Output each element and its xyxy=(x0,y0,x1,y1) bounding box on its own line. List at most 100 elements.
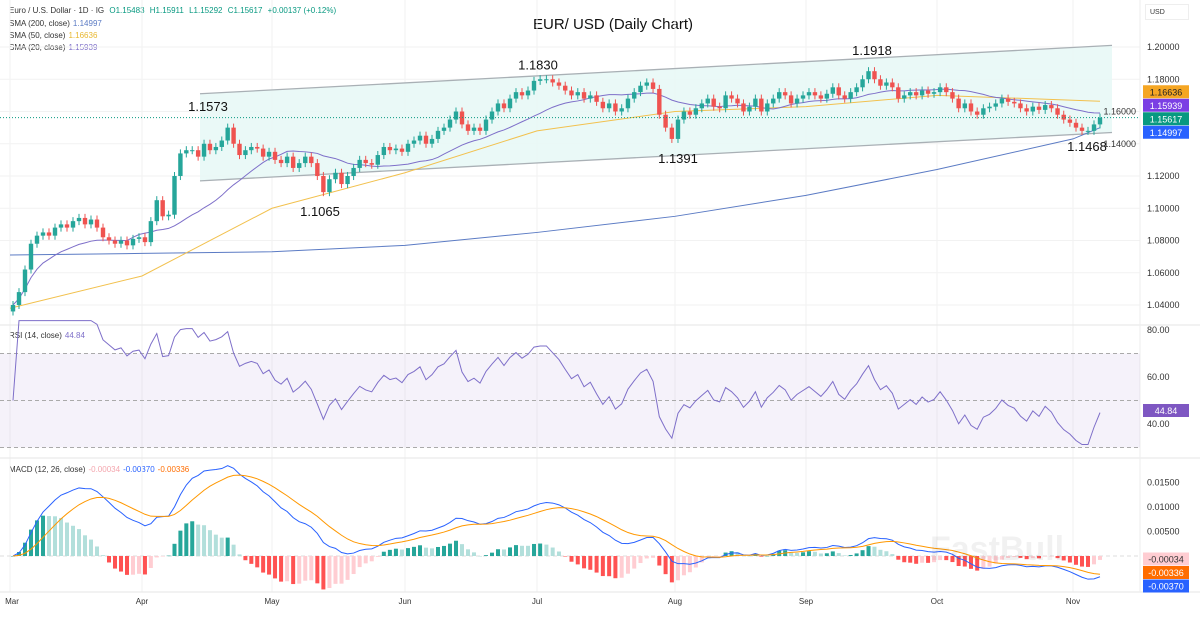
candle-up xyxy=(70,221,76,228)
macd-histogram-bar xyxy=(544,544,549,556)
candle-up xyxy=(417,135,423,141)
rsi-tick-label: 80.00 xyxy=(1147,325,1170,335)
macd-histogram-bar xyxy=(369,556,374,562)
macd-histogram-bar xyxy=(824,553,829,556)
candle-up xyxy=(632,92,637,99)
macd-legend[interactable]: MACD (12, 26, close) -0.00034 -0.00370 -0.0… xyxy=(9,465,192,474)
candle-down xyxy=(818,95,824,99)
candle-down xyxy=(944,87,949,93)
rsi-tick-label: 60.00 xyxy=(1147,372,1170,382)
price-annotation: 1.1468 xyxy=(1067,139,1107,154)
sma200-value: 1.14997 xyxy=(72,19,102,28)
candle-up xyxy=(381,146,387,156)
macd-histogram-bar xyxy=(1092,556,1096,565)
price-tick-label: 1.12000 xyxy=(1147,171,1180,181)
macd-histogram-bar xyxy=(202,525,207,556)
candle-down xyxy=(896,87,901,99)
candle-down xyxy=(741,103,746,112)
sma20-price-badge xyxy=(1143,98,1189,112)
candle-down xyxy=(556,82,562,86)
candle-up xyxy=(190,150,195,152)
candle-down xyxy=(890,82,895,88)
candle-up xyxy=(1085,130,1091,132)
macd-histogram-bar xyxy=(759,556,764,557)
macd-histogram-bar xyxy=(884,551,889,556)
candle-up xyxy=(375,155,380,165)
candle-up xyxy=(166,214,171,217)
candle-up xyxy=(981,108,986,115)
candle-up xyxy=(544,79,549,81)
candle-down xyxy=(1055,108,1060,115)
candle-up xyxy=(435,130,441,139)
macd-histogram-bar xyxy=(902,556,907,563)
candle-up xyxy=(723,95,728,109)
rsi-legend[interactable]: RSI (14, close) 44.84 xyxy=(9,331,88,340)
candle-down xyxy=(925,90,931,94)
candle-down xyxy=(1005,98,1011,102)
candle-up xyxy=(52,227,58,236)
macd-histogram-bar xyxy=(490,552,494,556)
macd-histogram-bar xyxy=(575,556,580,565)
macd-histogram-bar xyxy=(303,556,308,581)
candle-up xyxy=(619,108,624,112)
candle-down xyxy=(717,106,722,109)
candle-up xyxy=(303,156,308,164)
time-tick-label: Sep xyxy=(799,597,814,606)
macd-histogram-bar xyxy=(327,556,332,589)
macd-histogram-bar xyxy=(1018,556,1023,558)
macd-histogram-bar xyxy=(321,556,326,590)
macd-histogram-bar xyxy=(333,556,338,584)
macd-histogram-bar xyxy=(297,556,302,584)
sma50-price-badge-text: 1.16636 xyxy=(1150,87,1183,97)
macd-histogram-bar xyxy=(669,556,674,583)
macd-histogram-bar xyxy=(142,556,147,575)
candle-down xyxy=(501,103,507,109)
macd-histogram-bar xyxy=(17,551,21,556)
price-annotation: 1.1065 xyxy=(300,204,340,219)
candle-up xyxy=(747,106,752,112)
macd-histogram-bar xyxy=(1049,556,1054,557)
price-tick-label: 1.10000 xyxy=(1147,203,1180,213)
macd-value-badge xyxy=(1143,579,1189,593)
macd-histogram-bar xyxy=(381,551,386,556)
candle-down xyxy=(735,98,740,104)
candle-up xyxy=(625,98,631,109)
macd-histogram-bar xyxy=(291,556,296,585)
macd-histogram-bar xyxy=(993,556,998,564)
macd-histogram-bar xyxy=(830,551,835,556)
candle-down xyxy=(594,95,599,102)
candle-up xyxy=(854,87,859,93)
macd-histogram-bar xyxy=(101,555,105,556)
macd-histogram-bar xyxy=(11,556,15,557)
macd-histogram-bar xyxy=(454,540,458,556)
candle-down xyxy=(657,88,662,115)
macd-histogram-bar xyxy=(657,556,662,566)
macd-histogram-bar xyxy=(675,556,680,581)
symbol-label[interactable]: Euro / U.S. Dollar · 1D · IG xyxy=(9,6,105,15)
sma200-legend[interactable]: SMA (200, close) 1.14997 xyxy=(9,19,105,28)
candle-down xyxy=(1024,108,1029,112)
macd-histogram-bar xyxy=(71,525,75,556)
candle-down xyxy=(913,92,919,96)
candle-up xyxy=(824,93,830,99)
macd-histogram-bar xyxy=(508,547,512,556)
candle-down xyxy=(650,82,656,89)
rsi-value: 44.84 xyxy=(64,331,85,340)
macd-histogram-bar xyxy=(1061,556,1066,561)
close-value: C1.15617 xyxy=(227,6,263,15)
candle-down xyxy=(550,79,555,83)
macd-histogram-bar xyxy=(1098,556,1102,560)
candle-up xyxy=(16,292,22,305)
candle-up xyxy=(284,156,290,164)
candle-up xyxy=(88,219,94,225)
macd-histogram-bar xyxy=(550,547,555,556)
sma50-legend[interactable]: SMA (50, close) 1.16636 xyxy=(9,31,100,40)
macd-histogram-bar xyxy=(532,543,536,556)
macd-histogram-bar xyxy=(430,548,434,556)
candle-down xyxy=(363,159,368,164)
macd-value-badge-text: -0.00370 xyxy=(1148,582,1184,592)
currency-selector[interactable]: USD xyxy=(1145,4,1189,20)
macd-histogram-bar xyxy=(502,549,506,556)
candle-up xyxy=(345,176,350,185)
